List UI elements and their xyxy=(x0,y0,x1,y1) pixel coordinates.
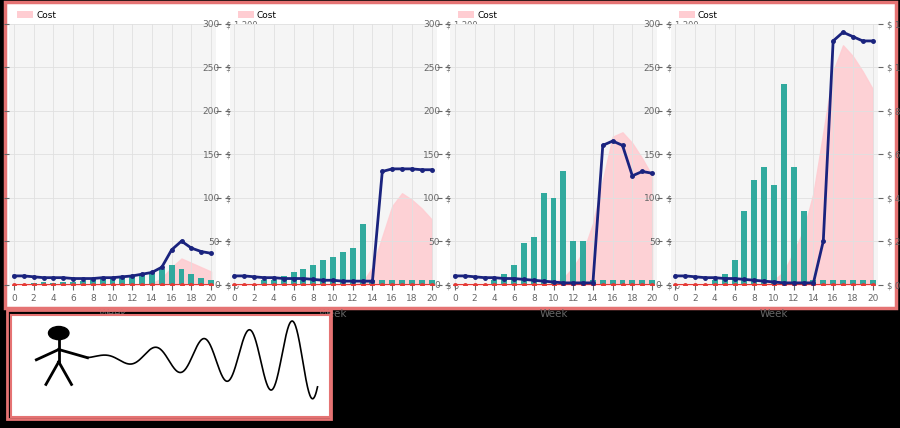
Bar xyxy=(399,280,405,285)
Bar xyxy=(732,260,737,285)
Bar xyxy=(491,280,498,285)
Legend: Cost: Cost xyxy=(234,7,280,24)
Bar xyxy=(271,280,277,285)
Bar xyxy=(712,280,718,285)
Bar xyxy=(31,283,37,285)
Bar xyxy=(149,272,155,285)
Bar xyxy=(330,257,336,285)
Bar xyxy=(70,282,76,285)
Bar xyxy=(60,282,67,285)
Bar xyxy=(291,272,296,285)
Bar xyxy=(629,280,635,285)
Bar xyxy=(609,280,616,285)
Bar xyxy=(261,280,267,285)
Circle shape xyxy=(49,327,69,340)
Bar xyxy=(511,265,517,285)
Bar xyxy=(168,265,175,285)
Bar xyxy=(521,243,526,285)
Bar xyxy=(752,180,757,285)
Bar xyxy=(742,211,747,285)
Bar xyxy=(590,280,596,285)
Bar xyxy=(561,172,566,285)
Bar xyxy=(869,280,876,285)
Bar xyxy=(178,269,184,285)
X-axis label: Week: Week xyxy=(98,309,127,319)
X-axis label: Week: Week xyxy=(319,309,347,319)
Bar xyxy=(310,265,316,285)
Bar xyxy=(418,280,425,285)
Bar xyxy=(80,281,86,285)
Bar xyxy=(301,269,306,285)
Bar xyxy=(409,280,415,285)
Bar xyxy=(771,184,777,285)
X-axis label: Week: Week xyxy=(539,309,568,319)
Bar xyxy=(208,280,214,285)
X-axis label: Week: Week xyxy=(760,309,788,319)
Bar xyxy=(40,282,47,285)
Legend: Cost: Cost xyxy=(675,7,721,24)
Bar xyxy=(811,280,816,285)
Bar xyxy=(531,237,536,285)
Bar xyxy=(379,280,385,285)
Bar xyxy=(619,280,625,285)
Bar xyxy=(722,274,728,285)
Bar xyxy=(571,241,576,285)
Bar xyxy=(551,198,556,285)
Bar xyxy=(820,280,826,285)
Bar xyxy=(791,167,796,285)
Bar xyxy=(100,279,105,285)
Bar xyxy=(130,276,135,285)
Bar xyxy=(840,280,846,285)
Bar xyxy=(320,260,326,285)
Bar xyxy=(428,280,435,285)
Bar xyxy=(801,211,806,285)
Bar xyxy=(761,167,767,285)
Bar xyxy=(340,252,346,285)
Bar xyxy=(198,278,204,285)
Bar xyxy=(830,280,836,285)
Bar xyxy=(541,193,546,285)
Bar xyxy=(860,280,866,285)
Bar xyxy=(599,280,606,285)
Bar xyxy=(120,278,125,285)
Bar xyxy=(781,84,787,285)
Bar xyxy=(140,274,145,285)
Bar xyxy=(360,224,365,285)
Bar xyxy=(370,280,375,285)
Bar xyxy=(649,280,655,285)
Bar xyxy=(188,274,194,285)
Bar xyxy=(850,280,856,285)
Bar xyxy=(580,241,586,285)
Bar xyxy=(350,248,356,285)
Bar xyxy=(158,269,165,285)
Bar xyxy=(110,279,115,285)
Legend: Cost: Cost xyxy=(454,7,500,24)
Bar xyxy=(501,274,508,285)
Legend: Cost: Cost xyxy=(14,7,59,24)
Bar xyxy=(281,276,287,285)
Bar xyxy=(90,280,95,285)
Bar xyxy=(50,283,57,285)
Bar xyxy=(639,280,645,285)
Bar xyxy=(389,280,395,285)
